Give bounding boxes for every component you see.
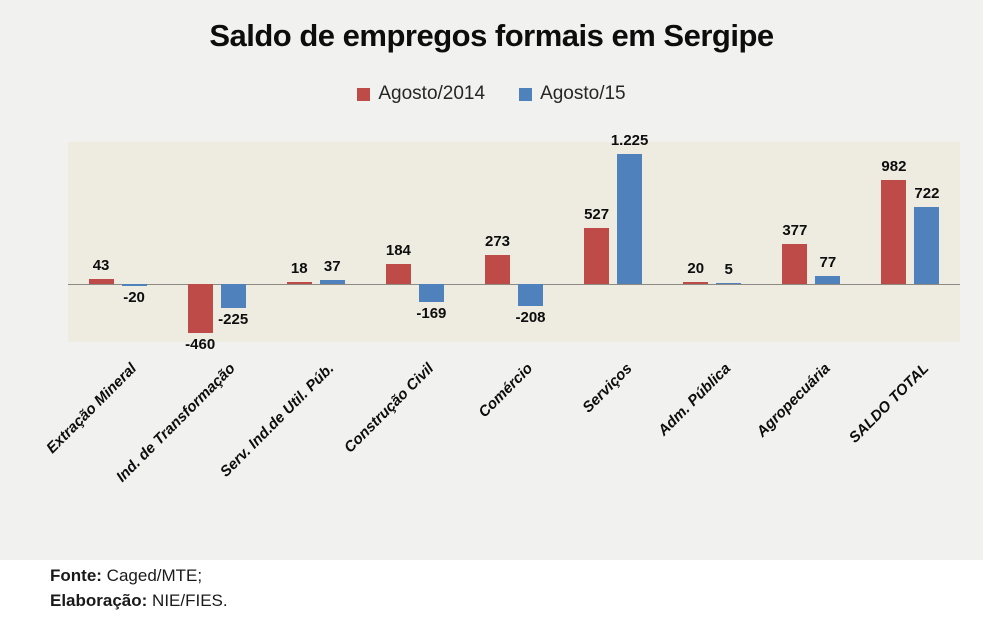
legend-label-agosto-2014: Agosto/2014	[378, 83, 486, 104]
chart-title: Saldo de empregos formais em Sergipe	[209, 18, 774, 53]
bar-agosto-15	[319, 280, 345, 284]
bar-agosto-15	[518, 284, 543, 307]
legend-item-agosto-2014: Agosto/2014	[357, 83, 485, 105]
bar-agosto-15	[815, 275, 841, 284]
footer-elaboracao-value: NIE/FIES.	[152, 591, 228, 610]
footer: Fonte: Caged/MTE; Elaboração: NIE/FIES.	[50, 563, 228, 613]
x-axis-line	[68, 284, 960, 285]
bar-agosto-2014	[584, 228, 610, 284]
bar-agosto-2014	[88, 279, 114, 284]
footer-fonte-value: Caged/MTE;	[106, 566, 203, 585]
bar-agosto-2014	[286, 282, 312, 284]
footer-fonte-label: Fonte:	[50, 566, 102, 585]
footer-elaboracao-label: Elaboração:	[50, 591, 148, 610]
plot-area	[68, 142, 960, 342]
bar-agosto-15	[617, 154, 643, 284]
bar-agosto-15	[220, 284, 246, 308]
footer-fonte: Fonte: Caged/MTE;	[50, 563, 228, 588]
bar-agosto-15	[914, 207, 940, 284]
legend-item-agosto-15: Agosto/15	[519, 83, 626, 105]
legend-swatch-agosto-2014-icon	[357, 87, 371, 101]
bar-agosto-2014	[385, 264, 411, 284]
bar-agosto-2014	[683, 281, 709, 284]
footer-elaboracao: Elaboração: NIE/FIES.	[50, 588, 228, 613]
bar-agosto-15	[121, 284, 147, 287]
legend-label-agosto-15: Agosto/15	[540, 83, 626, 104]
bar-agosto-15	[418, 284, 444, 302]
legend: Agosto/2014 Agosto/15	[0, 83, 983, 105]
bar-agosto-2014	[485, 255, 510, 284]
bar-agosto-2014	[187, 284, 213, 333]
bar-agosto-2014	[881, 179, 907, 284]
chart-panel: Saldo de empregos formais em Sergipe Ago…	[0, 0, 983, 560]
legend-swatch-agosto-15-icon	[519, 87, 533, 101]
bar-agosto-2014	[782, 244, 808, 284]
bar-agosto-15	[716, 283, 742, 284]
